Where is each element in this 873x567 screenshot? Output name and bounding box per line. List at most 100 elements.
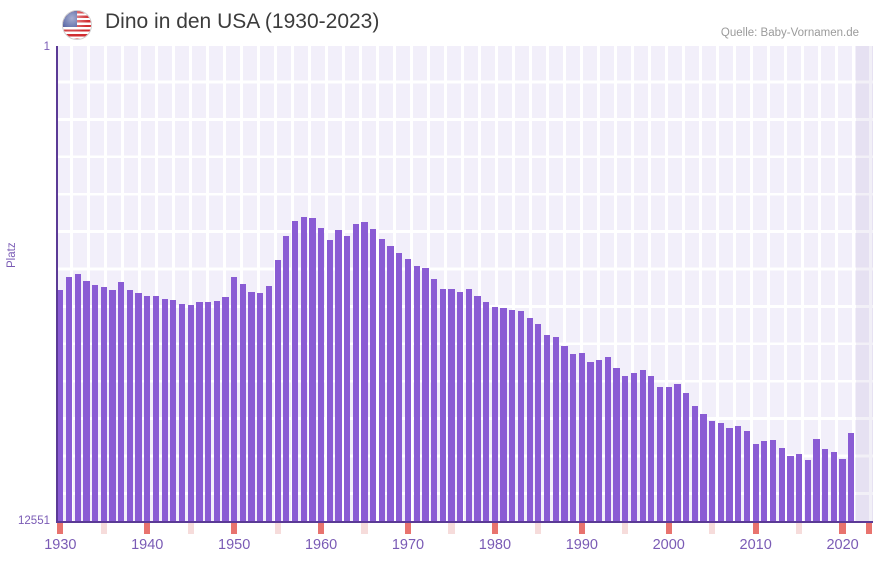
bar[interactable] [248, 291, 255, 522]
bar[interactable] [57, 289, 64, 522]
bar[interactable] [396, 252, 403, 522]
bar[interactable] [613, 368, 620, 522]
bar[interactable] [848, 432, 855, 522]
bar[interactable] [457, 291, 464, 522]
bar[interactable] [187, 304, 194, 522]
bar[interactable] [535, 323, 542, 522]
bar[interactable] [665, 387, 672, 522]
bar[interactable] [743, 430, 751, 522]
bar[interactable] [422, 267, 429, 522]
bar[interactable] [239, 284, 246, 522]
x-axis-line [56, 521, 873, 523]
bar[interactable] [517, 311, 525, 522]
x-tick-major [578, 523, 585, 534]
bar[interactable] [596, 360, 603, 522]
bar[interactable] [822, 448, 829, 522]
bar[interactable] [204, 301, 212, 522]
bar[interactable] [604, 356, 612, 522]
bar[interactable] [474, 296, 481, 522]
bar[interactable] [74, 273, 81, 522]
bar[interactable] [717, 423, 725, 522]
bar[interactable] [465, 288, 472, 522]
bar[interactable] [787, 455, 794, 522]
bar[interactable] [752, 444, 759, 522]
bar[interactable] [265, 285, 273, 522]
x-tick-label: 1930 [44, 537, 77, 553]
bar[interactable] [91, 284, 99, 522]
bar[interactable] [283, 236, 290, 522]
x-tick-major [865, 523, 872, 534]
bar[interactable] [335, 230, 342, 522]
bar[interactable] [700, 413, 707, 522]
bar[interactable] [144, 295, 151, 522]
bar[interactable] [430, 279, 438, 522]
bar[interactable] [674, 383, 681, 522]
bar[interactable] [222, 297, 229, 522]
bar[interactable] [639, 369, 646, 522]
bar[interactable] [769, 439, 777, 522]
bar[interactable] [326, 240, 333, 522]
bar[interactable] [257, 292, 264, 522]
bar[interactable] [370, 229, 377, 522]
bar[interactable] [352, 224, 359, 522]
bar[interactable] [830, 451, 837, 522]
bar[interactable] [126, 289, 133, 522]
bar[interactable] [439, 289, 446, 522]
bar[interactable] [491, 306, 499, 522]
bar[interactable] [578, 353, 585, 522]
bar[interactable] [309, 218, 316, 522]
bar[interactable] [795, 453, 803, 522]
bar[interactable] [178, 303, 186, 522]
bar[interactable] [709, 420, 716, 522]
bar[interactable] [274, 260, 281, 522]
bar[interactable] [300, 217, 307, 522]
bar[interactable] [161, 299, 168, 522]
bar[interactable] [118, 282, 125, 522]
bar[interactable] [648, 375, 655, 522]
bar[interactable] [735, 426, 742, 522]
bar[interactable] [291, 221, 299, 522]
bar[interactable] [683, 393, 690, 522]
bar[interactable] [509, 309, 516, 522]
bar[interactable] [630, 372, 638, 522]
bar[interactable] [170, 300, 177, 522]
bar[interactable] [213, 300, 220, 522]
bar[interactable] [622, 375, 629, 522]
bar[interactable] [813, 438, 820, 522]
bar[interactable] [761, 441, 768, 522]
bar[interactable] [726, 428, 733, 522]
bar[interactable] [691, 405, 698, 522]
bar[interactable] [378, 238, 386, 522]
chart-header: Dino in den USA (1930-2023) Quelle: Baby… [0, 0, 873, 46]
x-tick-label: 1960 [304, 537, 338, 553]
bar[interactable] [109, 289, 116, 522]
bar[interactable] [317, 228, 325, 522]
bar[interactable] [839, 459, 846, 522]
bar[interactable] [404, 259, 412, 522]
bar[interactable] [413, 265, 420, 522]
bar[interactable] [526, 318, 533, 522]
bar[interactable] [570, 353, 577, 522]
bar[interactable] [656, 386, 664, 522]
bar[interactable] [152, 296, 160, 522]
bar[interactable] [83, 281, 90, 522]
bar[interactable] [387, 246, 394, 522]
bar[interactable] [448, 288, 455, 522]
bar[interactable] [231, 277, 238, 522]
bar[interactable] [500, 307, 507, 522]
y-axis-line [56, 46, 58, 523]
bar[interactable] [483, 301, 490, 522]
bar[interactable] [543, 334, 551, 522]
bar[interactable] [135, 293, 142, 522]
bar[interactable] [361, 221, 368, 522]
bar[interactable] [587, 361, 594, 522]
bar[interactable] [778, 448, 785, 522]
bar[interactable] [100, 286, 107, 522]
bar[interactable] [196, 301, 203, 522]
x-tick-label: 1940 [131, 537, 164, 553]
bar[interactable] [552, 337, 559, 522]
bar[interactable] [65, 276, 73, 522]
bar[interactable] [344, 235, 351, 522]
bar[interactable] [561, 345, 568, 522]
bar[interactable] [804, 460, 811, 522]
